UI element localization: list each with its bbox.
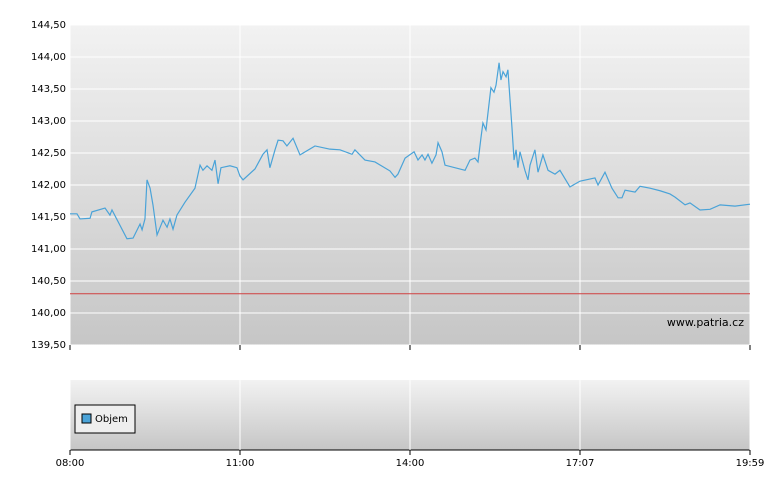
x-tick-label: 11:00 (226, 458, 255, 469)
y-tick-label: 144,50 (31, 20, 66, 31)
y-tick-label: 141,50 (31, 212, 66, 223)
x-tick-label: 19:59 (736, 458, 765, 469)
legend-swatch (81, 413, 92, 424)
price-line (70, 62, 751, 240)
y-tick-label: 143,50 (31, 84, 66, 95)
x-tick-label: 17:07 (566, 458, 595, 469)
legend (74, 404, 136, 434)
y-tick-label: 142,00 (31, 180, 66, 191)
y-tick-label: 142,50 (31, 148, 66, 159)
y-tick-label: 140,00 (31, 308, 66, 319)
legend-label: Objem (95, 414, 128, 425)
y-tick-label: 144,00 (31, 52, 66, 63)
x-tick-label: 08:00 (56, 458, 85, 469)
y-tick-label: 140,50 (31, 276, 66, 287)
y-tick-label: 143,00 (31, 116, 66, 127)
watermark: www.patria.cz (667, 316, 744, 329)
x-tick-label: 14:00 (396, 458, 425, 469)
y-tick-label: 139,50 (31, 340, 66, 351)
y-tick-label: 141,00 (31, 244, 66, 255)
